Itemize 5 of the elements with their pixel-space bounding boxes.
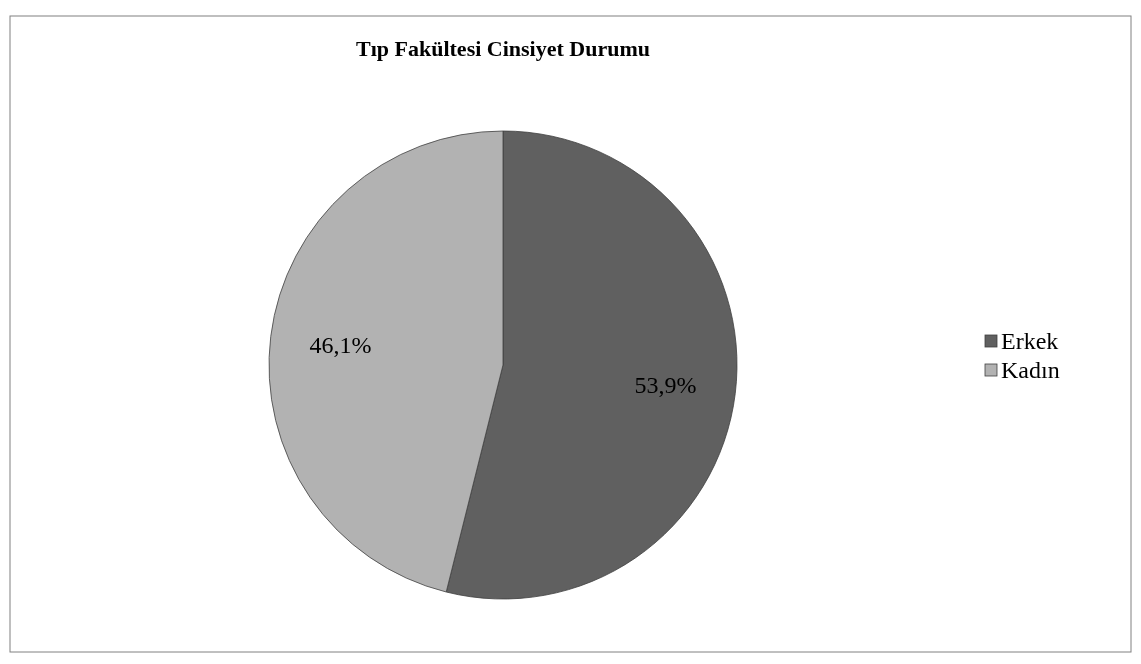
data-label: 46,1% (309, 331, 372, 358)
legend-label: Erkek (1001, 328, 1059, 354)
legend-label: Kadın (1001, 357, 1060, 383)
chart-title: Tıp Fakültesi Cinsiyet Durumu (356, 36, 650, 61)
data-label: 53,9% (634, 372, 697, 399)
